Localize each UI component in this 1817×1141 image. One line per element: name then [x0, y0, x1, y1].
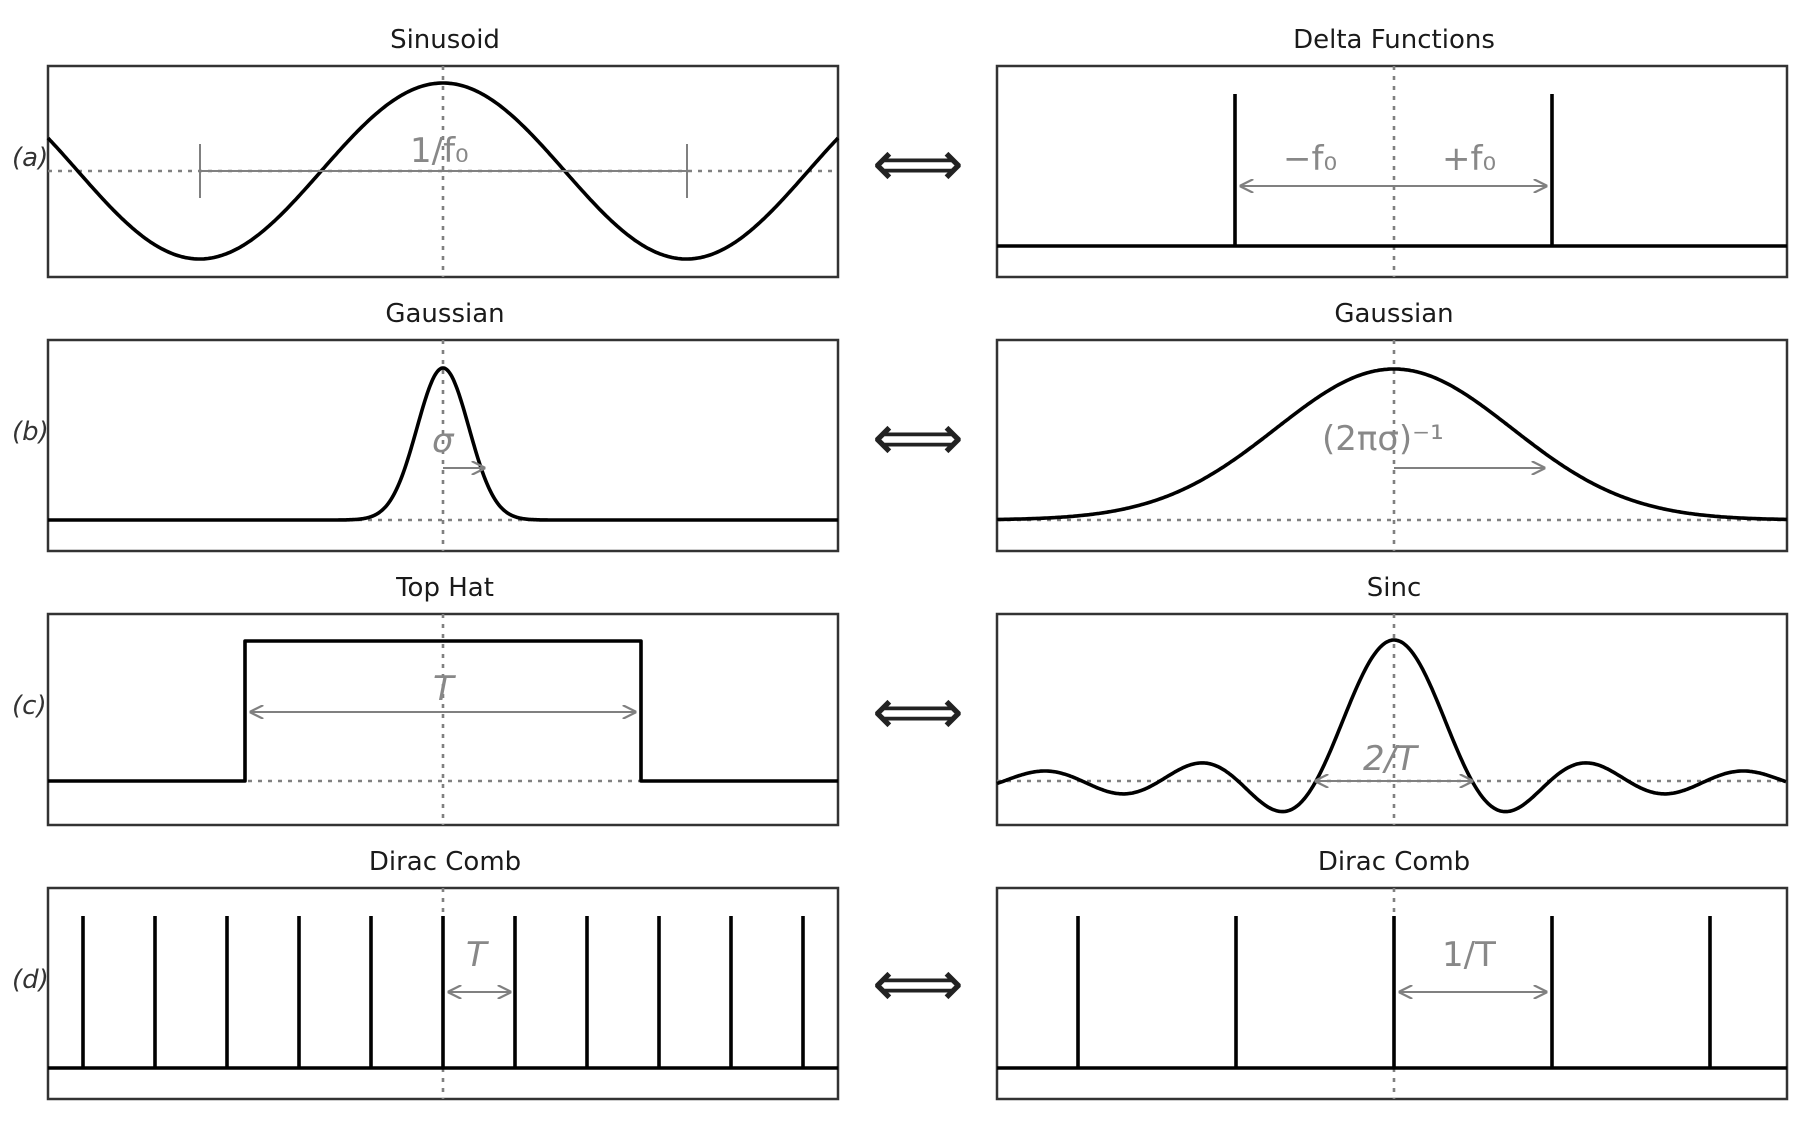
spacing-annotation: 1/T: [1442, 935, 1496, 975]
period-annotation: 1/f₀: [410, 131, 469, 171]
right-panel-dirac-comb: 1/T: [995, 886, 1789, 1101]
row-b: Gaussian Gaussian (b) σ ⟺ (2πσ)⁻¹: [12, 299, 1789, 553]
row-label: (a): [12, 143, 48, 173]
neg-freq-annotation: −f₀: [1283, 139, 1337, 179]
narrow-gaussian-curve: [47, 366, 839, 522]
transform-arrow: ⟺: [872, 676, 964, 750]
left-panel-sinusoid: 1/f₀: [46, 64, 840, 279]
transform-arrow: ⟺: [872, 402, 964, 476]
row-label: (c): [12, 691, 47, 721]
comb-spikes: [81, 916, 805, 1068]
right-panel-gaussian: (2πσ)⁻¹: [995, 338, 1789, 553]
spacing-annotation: T: [466, 935, 489, 975]
right-panel-title: Gaussian: [1334, 299, 1453, 329]
right-panel-title: Delta Functions: [1293, 25, 1495, 55]
left-panel-title: Gaussian: [385, 299, 504, 329]
left-panel-title: Dirac Comb: [369, 847, 521, 877]
right-panel-delta-functions: −f₀ +f₀: [995, 64, 1789, 279]
comb-spikes: [1076, 916, 1712, 1068]
right-panel-title: Dirac Comb: [1318, 847, 1470, 877]
sinc-curve: [996, 638, 1787, 814]
left-panel-title: Sinusoid: [390, 25, 500, 55]
left-panel-top-hat: T: [46, 612, 840, 827]
row-label: (d): [12, 965, 49, 995]
row-label: (b): [12, 417, 49, 447]
right-panel-sinc: 2/T: [995, 612, 1789, 827]
row-d: Dirac Comb Dirac Comb (d) T ⟺ 1/T: [12, 847, 1789, 1101]
left-panel-gaussian: σ: [46, 338, 840, 553]
transform-arrow: ⟺: [872, 128, 964, 202]
width-annotation: (2πσ)⁻¹: [1322, 419, 1444, 459]
pos-freq-annotation: +f₀: [1442, 139, 1496, 179]
width-annotation: T: [433, 669, 456, 709]
main-lobe-annotation: 2/T: [1363, 739, 1419, 779]
row-c: Top Hat Sinc (c) T ⟺ 2/T: [12, 573, 1789, 827]
transform-arrow: ⟺: [872, 948, 964, 1022]
sinusoid-curve: [46, 81, 840, 261]
left-panel-dirac-comb: T: [46, 886, 840, 1101]
sigma-annotation: σ: [432, 421, 455, 461]
wide-gaussian-curve: [996, 367, 1787, 522]
row-a: Sinusoid Delta Functions (a) 1/f₀ ⟺ −f₀ …: [12, 25, 1789, 279]
top-hat-curve: [48, 639, 838, 783]
left-panel-title: Top Hat: [395, 573, 494, 603]
right-panel-title: Sinc: [1367, 573, 1422, 603]
